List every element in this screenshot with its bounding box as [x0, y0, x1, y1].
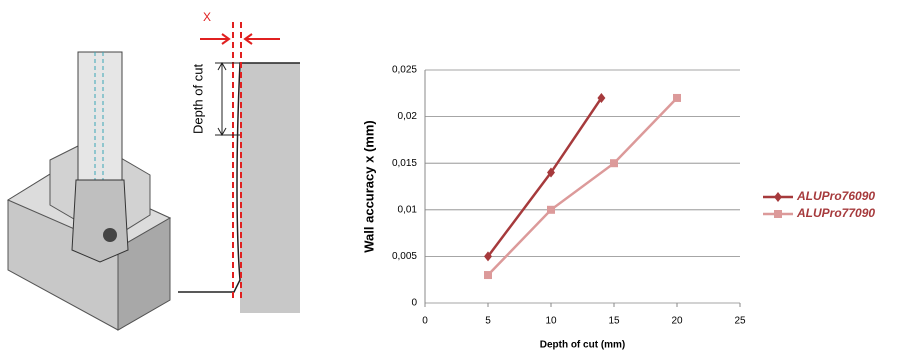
x-tick-label: 0 [422, 316, 428, 327]
x-axis-label: Depth of cut (mm) [540, 340, 626, 351]
marker [484, 251, 492, 262]
y-tick-label: 0,02 [398, 111, 418, 122]
legend-label: ALUPro76090 [796, 189, 875, 203]
legend-marker [774, 210, 782, 218]
y-axis-label: Wall accuracy x (mm) [361, 120, 376, 252]
marker [484, 271, 492, 280]
marker [610, 159, 618, 168]
series-line [487, 97, 678, 276]
marker [547, 205, 555, 214]
x-tick-label: 10 [545, 316, 557, 327]
legend-marker [774, 192, 782, 202]
depth-label: Depth of cut [190, 64, 205, 134]
marker [547, 167, 555, 178]
x-tick-label: 5 [485, 316, 491, 327]
tool-illustration [6, 51, 172, 331]
y-tick-label: 0,015 [392, 158, 417, 169]
offset-label: X [203, 10, 211, 24]
y-tick-label: 0,01 [398, 204, 418, 215]
wall-diagram: X Depth of cut [178, 10, 300, 313]
marker [673, 93, 681, 102]
series-line [487, 97, 603, 258]
legend-label: ALUPro77090 [796, 206, 875, 220]
y-tick-label: 0,025 [392, 65, 417, 76]
x-tick-label: 15 [608, 316, 620, 327]
y-tick-label: 0,005 [392, 251, 417, 262]
y-tick-label: 0 [411, 298, 417, 309]
marker [597, 92, 606, 103]
x-tick-label: 25 [734, 316, 746, 327]
x-tick-label: 20 [671, 316, 683, 327]
